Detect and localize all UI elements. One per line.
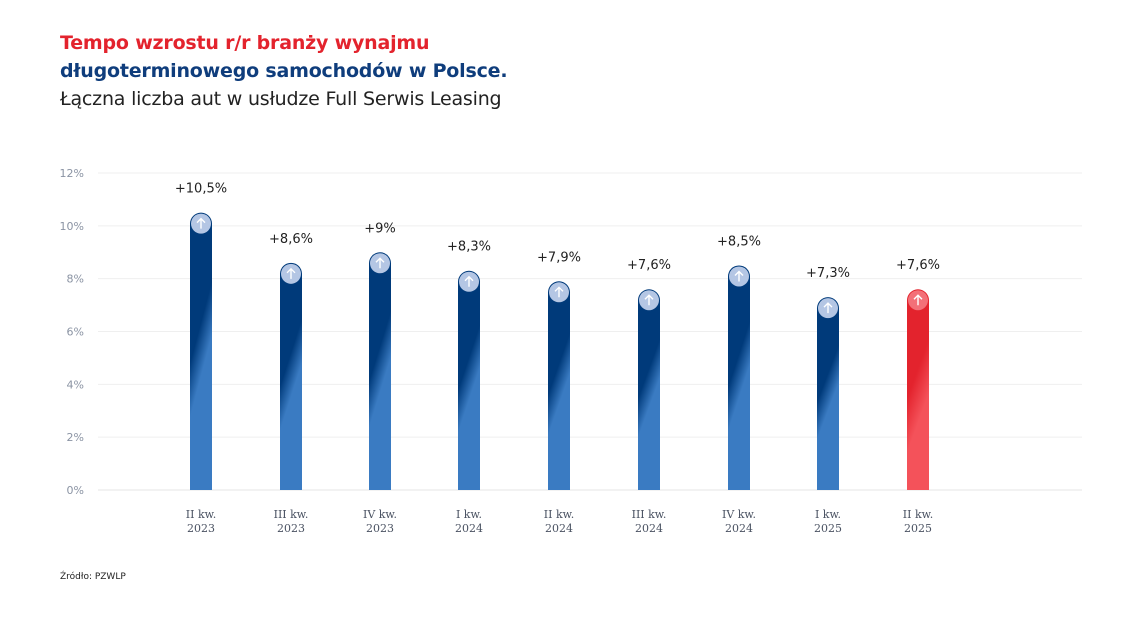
bar	[190, 212, 212, 490]
data-label: +8,3%	[447, 240, 491, 255]
x-tick-label: 2025	[904, 522, 932, 535]
bar	[728, 265, 751, 490]
x-tick-label: II kw.	[903, 508, 933, 521]
bar	[817, 297, 839, 490]
x-tick-label: 2025	[814, 522, 842, 535]
x-tick-label: I kw.	[456, 508, 482, 521]
x-tick-label: 2024	[635, 522, 663, 535]
y-tick-label: 0%	[67, 484, 84, 497]
bar	[907, 289, 929, 490]
arrow-up-icon-glyph	[823, 302, 833, 314]
x-tick-label: II kw.	[186, 508, 216, 521]
x-tick-label: I kw.	[815, 508, 841, 521]
x-tick-label: III kw.	[632, 508, 667, 521]
y-tick-label: 2%	[67, 431, 84, 444]
data-label: +8,5%	[717, 234, 761, 249]
x-tick-label: II kw.	[544, 508, 574, 521]
x-tick-label: IV kw.	[722, 508, 756, 521]
arrow-up-icon-glyph	[464, 275, 474, 287]
bar	[458, 270, 480, 490]
bar	[548, 281, 570, 490]
x-tick-label: 2024	[545, 522, 573, 535]
x-tick-label: III kw.	[274, 508, 309, 521]
x-tick-label: IV kw.	[363, 508, 397, 521]
data-label: +7,6%	[627, 258, 671, 273]
x-tick-label: 2023	[277, 522, 305, 535]
arrow-up-icon-glyph	[375, 257, 385, 269]
x-tick-label: 2023	[187, 522, 215, 535]
arrow-up-icon-glyph	[734, 270, 744, 282]
x-tick-label: 2024	[725, 522, 753, 535]
arrow-up-icon-glyph	[286, 267, 296, 279]
x-tick-label: 2024	[455, 522, 483, 535]
y-tick-label: 4%	[67, 378, 84, 391]
data-label: +8,6%	[269, 232, 313, 247]
arrow-up-icon-glyph	[196, 217, 206, 229]
title-line2: długoterminowego samochodów w Polsce.	[60, 60, 508, 82]
source-note: Źródło: PZWLP	[60, 572, 126, 582]
y-tick-label: 10%	[60, 220, 84, 233]
arrow-up-icon-glyph	[554, 286, 564, 298]
data-label: +7,3%	[806, 266, 850, 281]
x-tick-label: 2023	[366, 522, 394, 535]
bar	[280, 262, 302, 490]
data-label: +10,5%	[175, 182, 227, 197]
y-tick-label: 6%	[67, 326, 84, 339]
arrow-up-icon-glyph	[644, 294, 654, 306]
subtitle: Łączna liczba aut w usłudze Full Serwis …	[60, 88, 502, 110]
data-label: +7,6%	[896, 258, 940, 273]
bar	[638, 289, 660, 490]
data-label: +9%	[364, 221, 396, 236]
arrow-up-icon-glyph	[913, 294, 923, 306]
title-line1: Tempo wzrostu r/r branży wynajmu	[60, 32, 430, 54]
y-tick-label: 12%	[60, 167, 84, 180]
bar	[369, 252, 391, 490]
data-label: +7,9%	[537, 250, 581, 265]
y-tick-label: 8%	[67, 273, 84, 286]
